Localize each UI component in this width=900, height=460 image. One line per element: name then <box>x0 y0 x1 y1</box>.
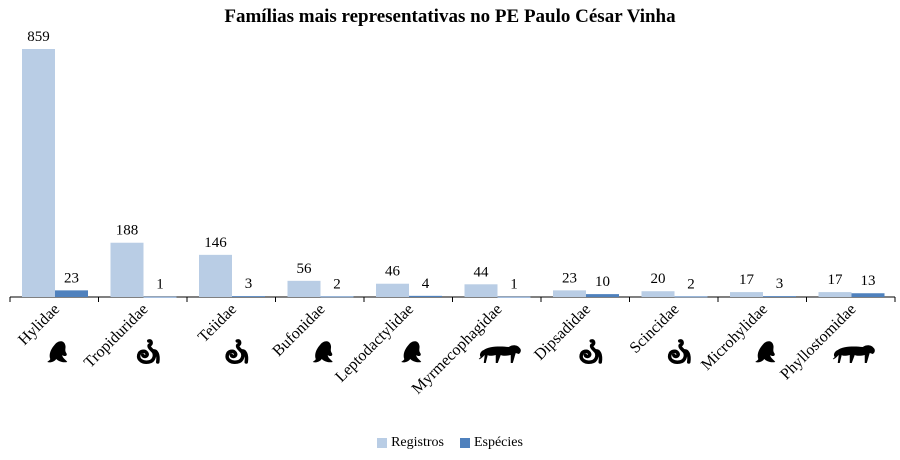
category-label: Hylidae <box>15 301 63 349</box>
chart-title: Famílias mais representativas no PE Paul… <box>224 6 676 27</box>
data-label: 188 <box>116 223 139 239</box>
frog-icon <box>312 341 333 363</box>
bar-espécies-dipsadidae <box>586 294 619 297</box>
category-label: Microhylidae <box>698 301 771 374</box>
category-label: Phyllostomidae <box>777 301 859 383</box>
data-label: 859 <box>27 29 50 45</box>
snake-icon <box>667 339 691 364</box>
data-label: 4 <box>422 276 430 292</box>
data-label: 2 <box>333 276 341 292</box>
data-label: 13 <box>861 273 876 289</box>
legend: Registros Espécies <box>0 435 900 453</box>
bar-espécies-scincidae <box>674 296 708 298</box>
data-label: 1 <box>510 277 518 293</box>
data-label: 56 <box>297 261 313 277</box>
bar-espécies-bufonidae <box>320 296 354 298</box>
bar-chart: 85923Hylidae1881Tropiduridae1463Teiidae5… <box>9 29 896 398</box>
bar-espécies-microhylidae <box>763 296 796 297</box>
jaguar-icon <box>832 345 875 363</box>
data-label: 23 <box>64 270 79 286</box>
legend-swatch <box>377 438 388 448</box>
bar-registros-hylidae <box>22 49 55 297</box>
bar-registros-leptodactylidae <box>376 283 409 297</box>
data-label: 10 <box>595 274 610 290</box>
bar-registros-tropiduridae <box>110 242 144 297</box>
legend-label: Espécies <box>473 435 523 450</box>
data-label: 20 <box>651 271 666 287</box>
frog-icon <box>47 341 68 363</box>
frog-icon <box>401 341 422 363</box>
legend-label: Registros <box>391 435 444 450</box>
bar-espécies-phyllostomidae <box>851 293 885 297</box>
data-label: 23 <box>562 270 577 286</box>
data-label: 3 <box>245 276 253 292</box>
category-label: Teiidae <box>195 301 240 346</box>
data-label: 146 <box>204 235 227 251</box>
data-label: 17 <box>739 272 755 288</box>
data-label: 44 <box>474 264 490 280</box>
snake-icon <box>136 339 160 364</box>
data-label: 46 <box>385 264 401 280</box>
jaguar-icon <box>478 345 521 363</box>
bar-registros-teiidae <box>199 254 232 297</box>
data-label: 3 <box>776 276 784 292</box>
data-label: 1 <box>156 277 164 293</box>
legend-swatch <box>459 438 470 448</box>
legend-item-espécies: Espécies <box>459 435 523 451</box>
bar-registros-bufonidae <box>287 280 321 297</box>
snake-icon <box>225 339 249 364</box>
legend-item-registros: Registros <box>377 435 444 451</box>
bar-registros-microhylidae <box>730 292 763 297</box>
data-label: 17 <box>828 272 844 288</box>
bar-espécies-leptodactylidae <box>409 295 442 297</box>
frog-icon <box>755 341 776 363</box>
bar-registros-myrmecophagidae <box>464 284 498 297</box>
bar-registros-phyllostomidae <box>818 292 852 297</box>
bar-registros-scincidae <box>641 291 675 297</box>
category-label: Scincidae <box>627 301 683 357</box>
bar-registros-dipsadidae <box>553 290 586 297</box>
bar-espécies-myrmecophagidae <box>497 296 531 298</box>
bar-espécies-tropiduridae <box>143 296 177 298</box>
data-label: 2 <box>687 276 695 292</box>
bar-espécies-hylidae <box>55 290 88 297</box>
category-label: Leptodactylidae <box>332 301 417 386</box>
bar-espécies-teiidae <box>232 296 265 297</box>
snake-icon <box>579 339 603 364</box>
